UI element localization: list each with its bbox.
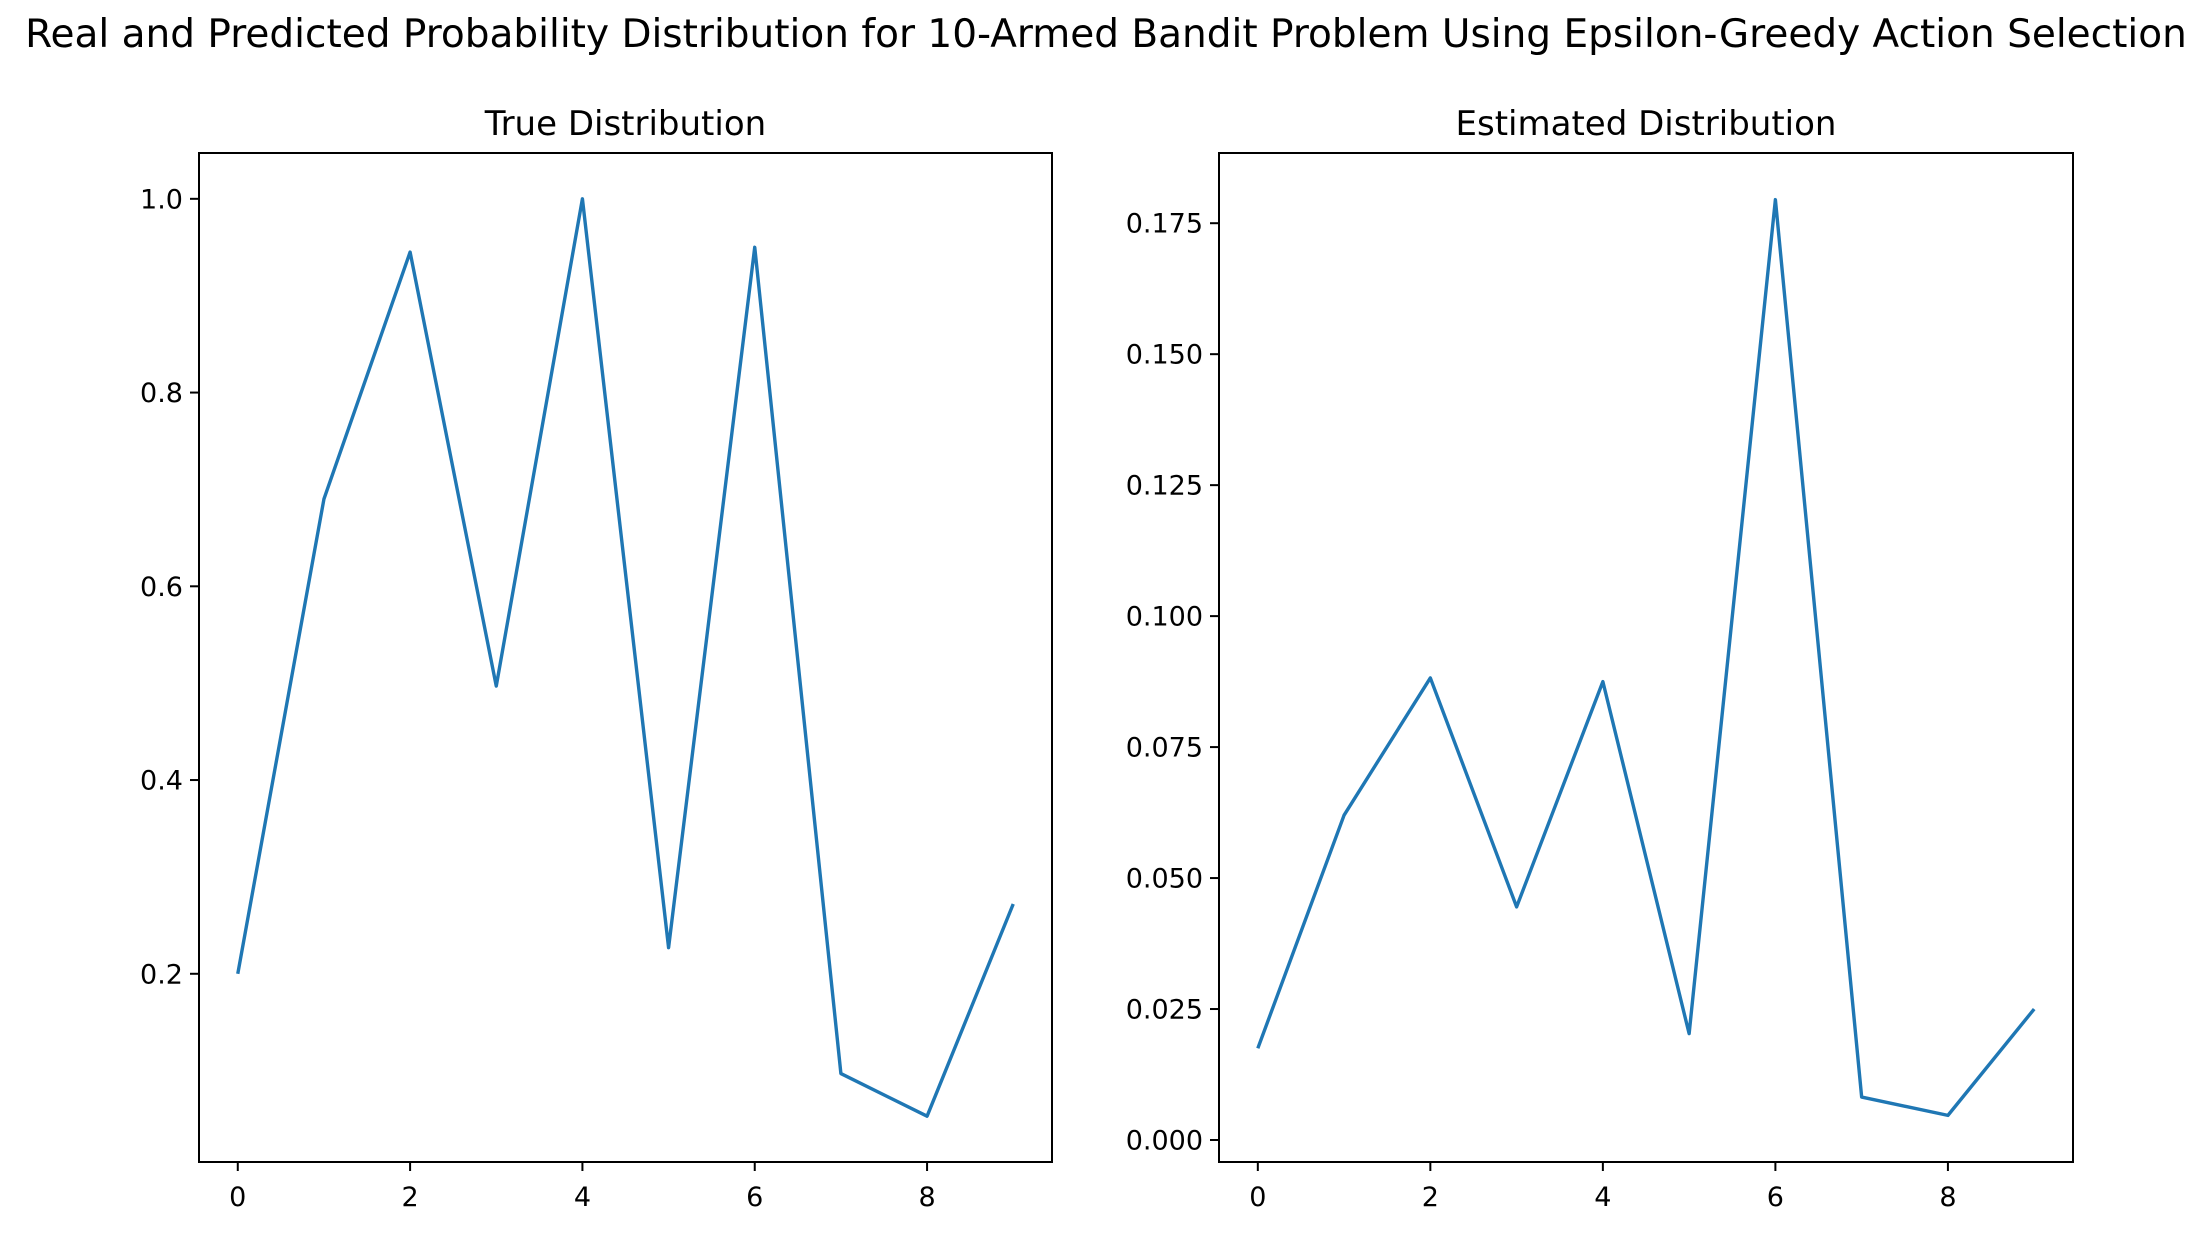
estimated-distribution-ytick-label: 0.025 [1126, 995, 1203, 1026]
true-distribution-xtick-label: 0 [229, 1182, 246, 1213]
true-distribution-xtick-label: 4 [574, 1182, 591, 1213]
estimated-distribution-title: Estimated Distribution [1456, 104, 1837, 144]
estimated-distribution-xtick-label: 0 [1249, 1182, 1266, 1213]
estimated-distribution-xtick-label: 8 [1939, 1182, 1956, 1213]
estimated-distribution-xtick-label: 2 [1422, 1182, 1439, 1213]
estimated-distribution-series-line [1256, 197, 2036, 1118]
true-distribution-title: True Distribution [484, 104, 766, 144]
estimated-distribution-ytick-label: 0.050 [1126, 864, 1203, 895]
true-distribution-xtick-label: 2 [402, 1182, 419, 1213]
true-distribution-ytick-label: 1.0 [140, 184, 183, 215]
estimated-distribution-axes-frame [1218, 152, 2074, 1163]
figure-title: Real and Predicted Probability Distribut… [25, 12, 2187, 57]
estimated-distribution-ytick-label: 0.175 [1126, 209, 1203, 240]
estimated-distribution-ytick-label: 0.125 [1126, 471, 1203, 502]
true-distribution-axes-frame [198, 152, 1053, 1163]
true-distribution-ytick-label: 0.6 [140, 572, 183, 603]
estimated-distribution-ytick-label: 0.075 [1126, 733, 1203, 764]
true-distribution-plot: 0 2 4 6 8 0.2 0.4 0.6 0.8 1.0 True Distribution [140, 104, 1053, 1213]
true-distribution-ytick-label: 0.8 [140, 378, 183, 409]
true-distribution-series-line [236, 197, 1015, 1118]
estimated-distribution-ytick-label: 0.000 [1126, 1125, 1203, 1156]
estimated-distribution-plot: 0 2 4 6 8 0.000 0.025 0.050 0.075 0.100 0.125 0.150… [1126, 104, 2074, 1213]
estimated-distribution-ytick-label: 0.100 [1126, 602, 1203, 633]
estimated-distribution-xtick-label: 6 [1767, 1182, 1784, 1213]
estimated-distribution-ytick-label: 0.150 [1126, 340, 1203, 371]
estimated-distribution-xtick-label: 4 [1594, 1182, 1611, 1213]
true-distribution-ytick-label: 0.2 [140, 959, 183, 990]
true-distribution-ytick-label: 0.4 [140, 766, 183, 797]
true-distribution-xtick-label: 8 [918, 1182, 935, 1213]
true-distribution-xtick-label: 6 [746, 1182, 763, 1213]
